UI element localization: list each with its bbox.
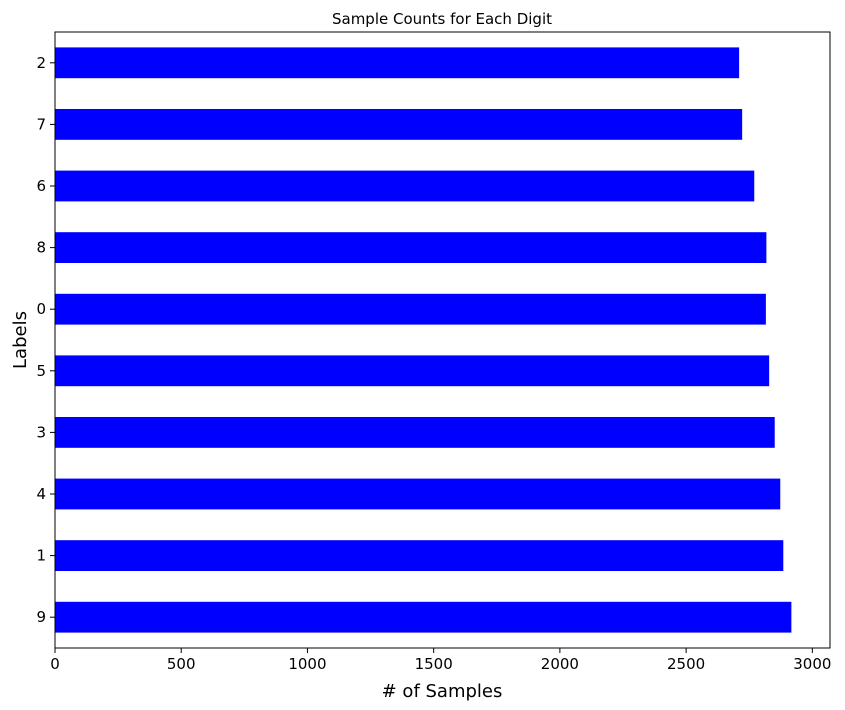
bar-digit-3: [55, 417, 775, 448]
x-tick-label: 1500: [415, 655, 453, 673]
x-tick-label: 2000: [541, 655, 579, 673]
y-axis-label: Labels: [10, 311, 31, 369]
x-tick-label: 0: [50, 655, 60, 673]
plot-frame: [54, 31, 831, 649]
x-tick-label: 2500: [667, 655, 705, 673]
y-tick-label: 6: [36, 177, 46, 195]
y-axis-ticks: 2 7 6 8 0 5 3 4 1 9: [36, 54, 55, 626]
bars-group: [55, 47, 792, 633]
bar-digit-5: [55, 355, 770, 387]
x-axis-ticks: 0 500 1000 1500 2000 2500 3000: [50, 648, 831, 673]
x-tick-label: 3000: [793, 655, 831, 673]
y-tick-label: 1: [36, 547, 46, 565]
y-tick-label: 3: [36, 423, 46, 441]
bar-digit-1: [55, 540, 784, 571]
y-tick-label: 7: [36, 115, 46, 133]
bar-digit-9: [55, 601, 792, 633]
y-tick-label: 2: [36, 54, 46, 72]
bar-digit-7: [55, 109, 743, 140]
y-tick-label: 9: [36, 608, 46, 626]
bar-digit-6: [55, 170, 755, 202]
bar-digit-8: [55, 232, 767, 263]
bar-digit-4: [55, 478, 781, 510]
bar-digit-2: [55, 47, 740, 79]
x-tick-label: 1000: [288, 655, 326, 673]
x-axis-label: # of Samples: [382, 681, 503, 702]
y-tick-label: 8: [36, 239, 46, 257]
y-tick-label: 4: [36, 485, 46, 503]
chart-title: Sample Counts for Each Digit: [332, 10, 552, 28]
bar-digit-0: [55, 293, 766, 325]
y-tick-label: 0: [36, 300, 46, 318]
x-tick-label: 500: [167, 655, 196, 673]
y-tick-label: 5: [36, 362, 46, 380]
